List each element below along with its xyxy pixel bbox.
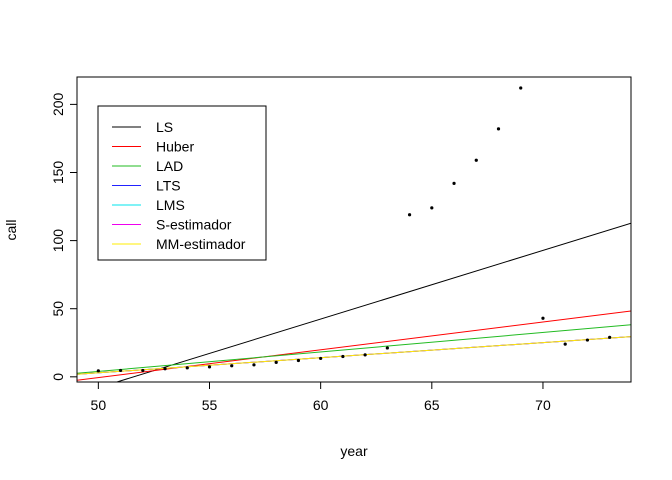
data-point: [118, 368, 123, 373]
x-tick-label: 70: [535, 397, 551, 413]
data-point: [608, 335, 612, 339]
legend-label: LMS: [156, 197, 185, 213]
data-point: [341, 354, 345, 359]
legend-label: MM-estimador: [156, 236, 246, 252]
data-point: [541, 316, 545, 320]
x-tick-label: 55: [202, 397, 218, 413]
data-points: [96, 86, 612, 373]
legend-label: LTS: [156, 178, 181, 194]
legend-label: S-estimador: [156, 217, 232, 233]
data-point: [363, 353, 367, 357]
data-point: [185, 366, 189, 370]
y-tick-label: 150: [50, 161, 66, 185]
y-axis-label: call: [3, 219, 19, 240]
x-axis: 50 55 60 65 70: [91, 381, 551, 413]
x-tick-label: 50: [91, 397, 107, 413]
data-point: [141, 368, 145, 373]
data-point: [252, 363, 256, 367]
data-point: [230, 364, 234, 368]
legend-label: Huber: [156, 139, 194, 155]
y-tick-label: 100: [50, 229, 66, 253]
data-point: [585, 338, 590, 342]
data-point: [496, 127, 501, 131]
fit-line-huber: [77, 310, 631, 381]
data-point: [385, 346, 389, 350]
y-tick-label: 0: [50, 373, 66, 381]
fit-line-ls: [115, 222, 631, 382]
y-tick-label: 200: [50, 92, 66, 116]
x-axis-label: year: [340, 443, 368, 459]
data-point: [207, 365, 212, 369]
x-tick-label: 60: [313, 397, 329, 413]
y-axis: 0 50 100 150 200: [50, 92, 78, 381]
legend-label: LAD: [156, 158, 183, 174]
data-point: [563, 342, 567, 346]
data-point: [474, 158, 478, 162]
data-point: [452, 181, 456, 185]
legend-label: LS: [156, 119, 173, 135]
data-point: [519, 86, 523, 90]
data-point: [96, 369, 100, 373]
fit-line-lad: [77, 324, 631, 374]
data-point: [319, 356, 323, 361]
data-point: [430, 206, 434, 210]
regression-lines: [77, 222, 631, 382]
y-tick-label: 50: [50, 301, 66, 317]
fit-line-mm-estimador: [77, 336, 631, 375]
legend-box: [97, 105, 267, 261]
legend: LS Huber LAD LTS LMS S-estimador MM-estimador: [97, 105, 267, 261]
data-point: [274, 360, 278, 364]
data-point: [407, 213, 412, 217]
x-tick-label: 65: [424, 397, 440, 413]
data-point: [296, 358, 301, 363]
data-point: [163, 367, 167, 371]
